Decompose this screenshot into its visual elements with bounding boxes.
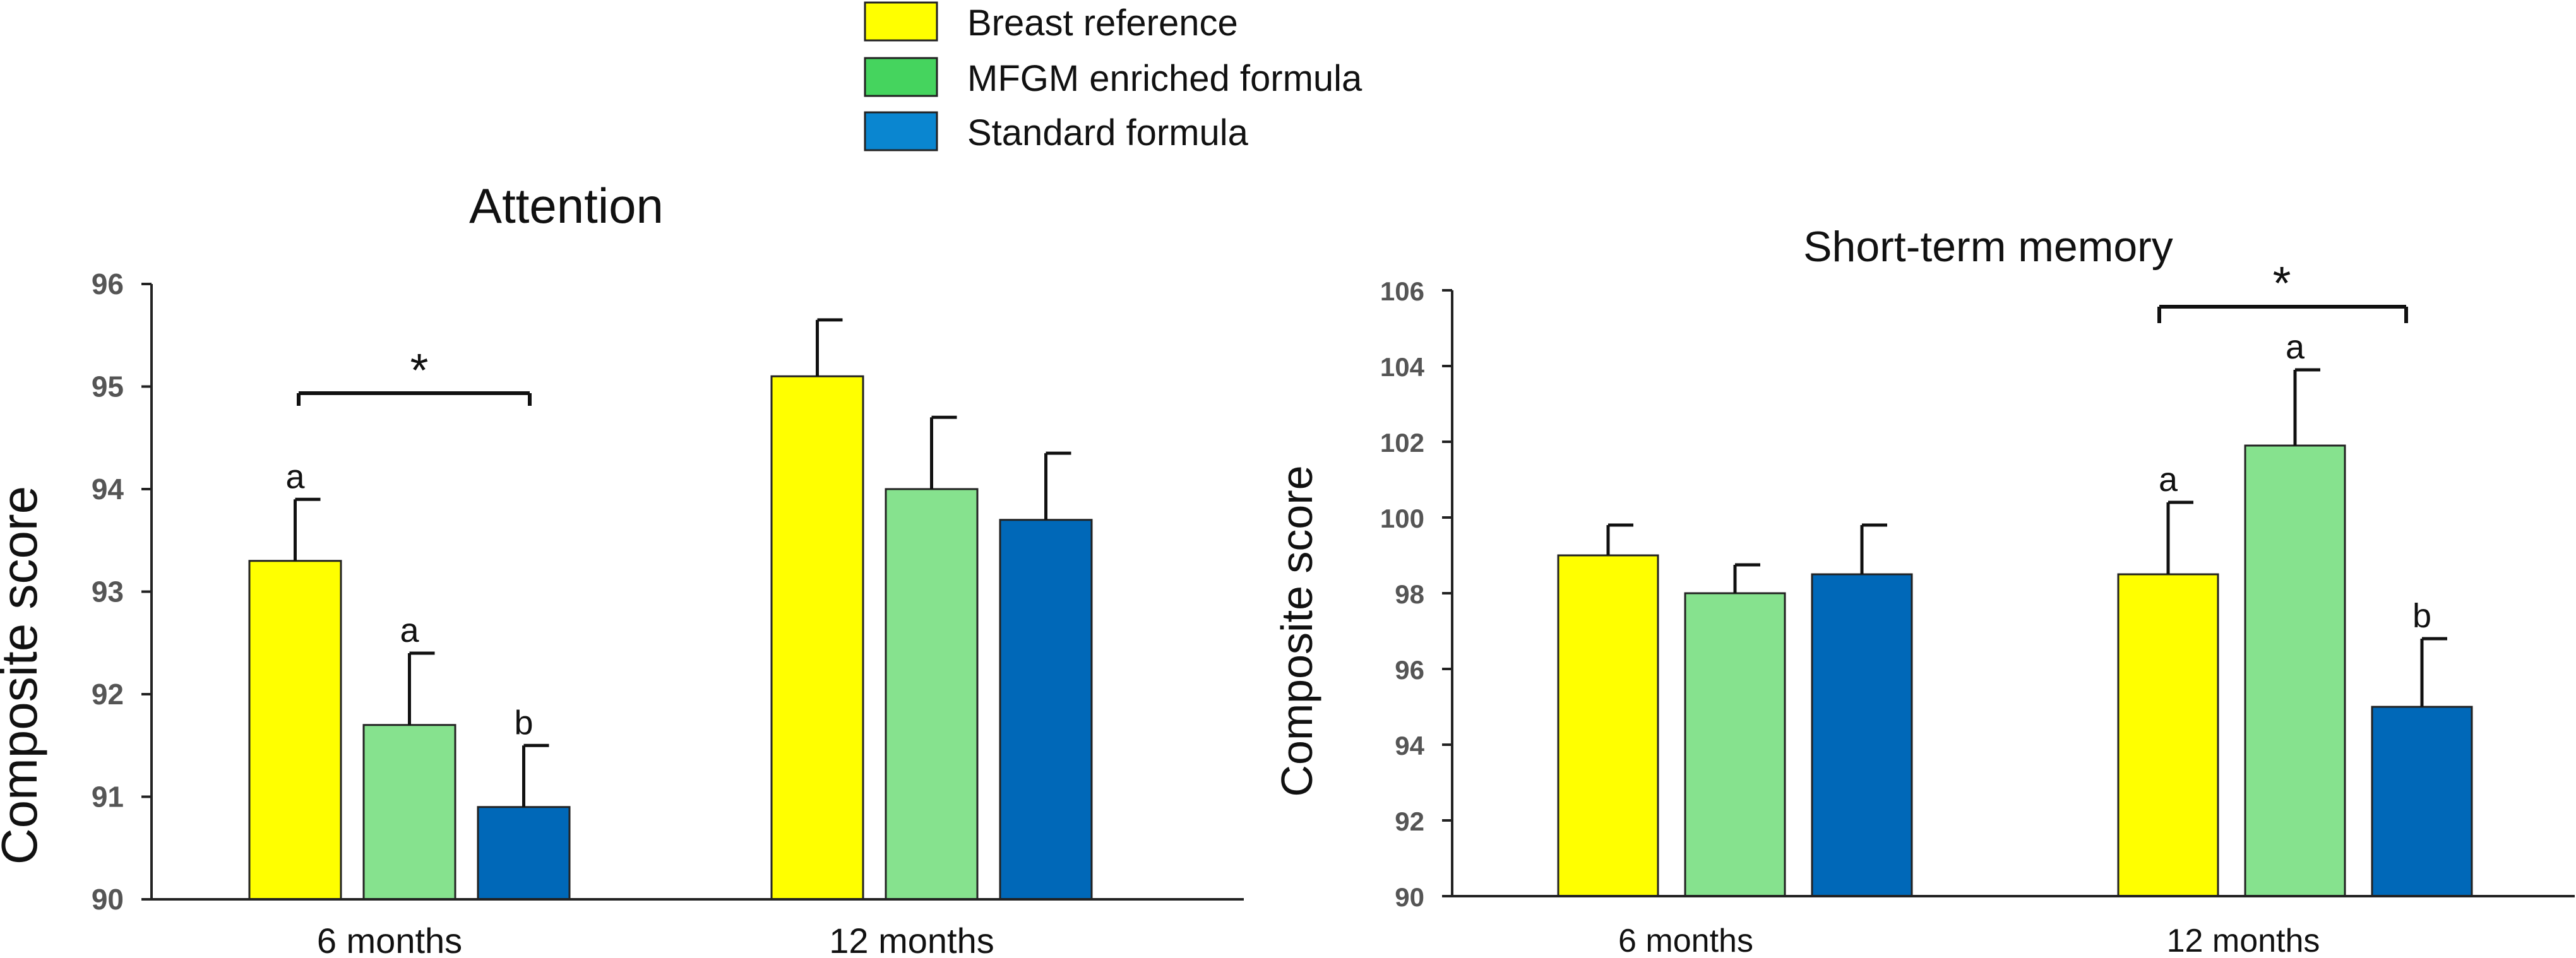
attention-y-tick-label-92: 92 <box>92 678 124 711</box>
memory-title: Short-term memory <box>1803 223 2173 271</box>
attention-x-category-12-months: 12 months <box>829 921 994 958</box>
legend-swatch-standard <box>864 111 938 151</box>
memory-bar-12-months-breast-reference-significance-letter: a <box>2159 461 2178 499</box>
memory-y-tick-label-94: 94 <box>1395 731 1424 760</box>
legend: Breast reference MFGM enriched formula S… <box>864 1 1363 153</box>
memory-y-tick-label-104: 104 <box>1380 352 1425 382</box>
attention-y-tick-label-93: 93 <box>92 576 124 608</box>
attention-chart: Attention Composite score 90 91 92 93 94 95 96… <box>0 178 1244 958</box>
memory-significance-star: * <box>2273 257 2291 309</box>
memory-bar-6-months-standard-formula <box>1811 573 1913 897</box>
memory-bar-12-months-mfgm-enriched-formula-significance-letter: a <box>2286 328 2305 366</box>
legend-swatch-mfgm <box>864 57 938 97</box>
attention-bar-6-months-mfgm-enriched-formula <box>362 724 456 901</box>
attention-bar-6-months-breast-reference <box>248 560 342 901</box>
memory-chart: Short-term memory Composite score 90 92 94… <box>1272 223 2575 958</box>
attention-bar-12-months-standard-formula <box>999 519 1093 901</box>
memory-x-category-12-months: 12 months <box>2167 923 2320 958</box>
memory-bar-6-months-breast-reference <box>1557 554 1659 897</box>
memory-bar-12-months-mfgm-enriched-formula <box>2244 444 2346 897</box>
memory-y-tick-label-106: 106 <box>1380 276 1424 306</box>
attention-y-axis-label: Composite score <box>0 486 47 865</box>
attention-bar-6-months-standard-formula <box>477 806 571 901</box>
attention-y-tick-label-94: 94 <box>92 473 124 506</box>
attention-significance: * <box>297 344 532 406</box>
memory-bar-12-months-breast-reference <box>2117 573 2219 897</box>
attention-bar-12-months-mfgm-enriched-formula <box>885 488 979 901</box>
legend-swatch-breast <box>864 1 938 42</box>
attention-bar-6-months-standard-formula-significance-letter: b <box>514 704 533 742</box>
attention-title: Attention <box>469 178 664 234</box>
attention-bars: a a b <box>248 318 1093 901</box>
memory-y-tick-label-102: 102 <box>1380 428 1424 458</box>
memory-y-tick-label-96: 96 <box>1395 655 1424 685</box>
legend-label-mfgm: MFGM enriched formula <box>967 58 1363 99</box>
attention-x-category-6-months: 6 months <box>317 921 462 958</box>
legend-label-standard: Standard formula <box>967 112 1249 153</box>
attention-y-tick-label-91: 91 <box>92 781 124 813</box>
memory-y-axis-label: Composite score <box>1272 465 1321 796</box>
memory-y-tick-label-92: 92 <box>1395 807 1424 836</box>
attention-bar-12-months-breast-reference <box>770 375 864 901</box>
memory-bar-12-months-standard-formula <box>2371 706 2473 897</box>
memory-y-tick-label-90: 90 <box>1395 882 1424 912</box>
memory-y-ticks: 90 92 94 96 98 100 102 104 106 <box>1380 276 1452 912</box>
memory-bars: a a b <box>1557 328 2473 897</box>
attention-y-ticks: 90 91 92 93 94 95 96 <box>92 268 152 916</box>
attention-bar-6-months-mfgm-enriched-formula-significance-letter: a <box>400 612 419 649</box>
attention-bar-6-months-breast-reference-significance-letter: a <box>285 458 305 495</box>
legend-label-breast: Breast reference <box>967 3 1238 44</box>
attention-y-tick-label-95: 95 <box>92 370 124 403</box>
memory-y-tick-label-100: 100 <box>1380 504 1424 533</box>
attention-significance-star: * <box>410 344 429 396</box>
attention-y-tick-label-90: 90 <box>92 883 124 916</box>
memory-significance: * <box>2157 257 2408 323</box>
memory-y-tick-label-98: 98 <box>1395 579 1424 609</box>
attention-y-tick-label-96: 96 <box>92 268 124 300</box>
memory-bar-6-months-mfgm-enriched-formula <box>1684 592 1786 897</box>
memory-x-category-6-months: 6 months <box>1618 923 1753 958</box>
memory-bar-12-months-standard-formula-significance-letter: b <box>2412 597 2431 635</box>
